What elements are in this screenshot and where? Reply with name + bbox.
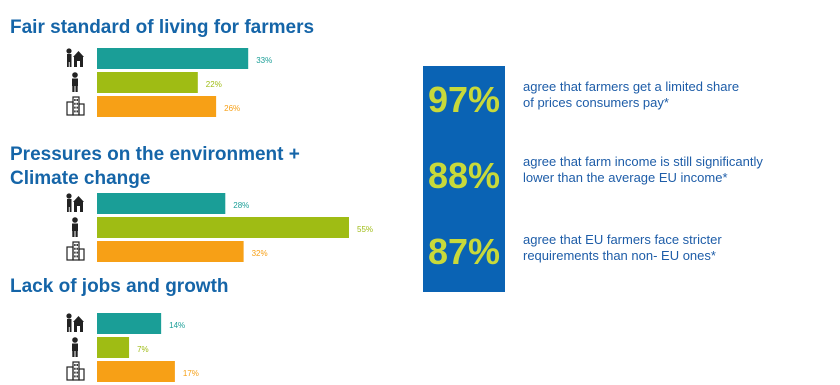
- bar-label-chart1-row3: 26%: [224, 104, 240, 113]
- stat-statement-3-line2: requirements than non- EU ones*: [523, 248, 716, 263]
- bar-chart2-row3: [97, 241, 244, 262]
- stat-statement-3: agree that EU farmers face stricter requ…: [523, 232, 840, 264]
- bar-label-chart2-row3: 32%: [252, 249, 268, 258]
- stat-statement-2: agree that farm income is still signific…: [523, 154, 840, 186]
- stat-percent-2: 88%: [428, 155, 501, 196]
- chart-title-environment: Pressures on the environment + Climate c…: [10, 143, 300, 191]
- stat-statement-2-line2: lower than the average EU income*: [523, 170, 728, 185]
- stats-highlight-box: [423, 66, 505, 292]
- bar-chart1-row2: [97, 72, 198, 93]
- bar-chart3-row2: [97, 337, 130, 358]
- stat-percent-3: 87%: [428, 231, 501, 272]
- stat-statement-1: agree that farmers get a limited share o…: [523, 79, 840, 111]
- city-buildings-icon: [66, 241, 85, 261]
- farmer-with-barn-icon: [66, 193, 84, 212]
- person-icon: [72, 217, 78, 237]
- stat-percent-1: 97%: [428, 79, 501, 120]
- city-buildings-icon: [66, 361, 85, 381]
- bar-chart1-row1: [97, 48, 249, 69]
- stat-statement-3-line1: agree that EU farmers face stricter: [523, 232, 722, 247]
- bar-label-chart2-row1: 28%: [233, 201, 249, 210]
- farmer-with-barn-icon: [66, 313, 84, 332]
- chart-title-fair-living: Fair standard of living for farmers: [10, 17, 315, 38]
- bar-chart3-row3: [97, 361, 175, 382]
- bar-chart2-row2: [97, 217, 349, 238]
- bar-chart1-row3: [97, 96, 217, 117]
- city-buildings-icon: [66, 96, 85, 116]
- bar-label-chart1-row2: 22%: [206, 80, 222, 89]
- chart-title-environment-line1: Pressures on the environment +: [10, 144, 300, 165]
- bar-chart3-row1: [97, 313, 162, 334]
- chart-title-environment-line2: Climate change: [10, 168, 151, 189]
- bar-label-chart3-row2: 7%: [137, 345, 149, 354]
- bar-label-chart3-row1: 14%: [169, 321, 185, 330]
- person-icon: [72, 72, 78, 92]
- stat-statement-1-line1: agree that farmers get a limited share: [523, 79, 740, 94]
- bar-chart2-row1: [97, 193, 226, 214]
- bar-label-chart2-row2: 55%: [357, 225, 373, 234]
- person-icon: [72, 337, 78, 357]
- stat-statement-2-line1: agree that farm income is still signific…: [523, 154, 763, 169]
- chart-title-jobs-growth: Lack of jobs and growth: [10, 276, 229, 297]
- bar-label-chart1-row1: 33%: [256, 56, 272, 65]
- bar-label-chart3-row3: 17%: [183, 369, 199, 378]
- farmer-with-barn-icon: [66, 48, 84, 67]
- bar-charts: 33% 22% 26% 28% 55% 32% 14% 7% 17%: [66, 48, 373, 382]
- stat-statement-1-line2: of prices consumers pay*: [523, 95, 669, 110]
